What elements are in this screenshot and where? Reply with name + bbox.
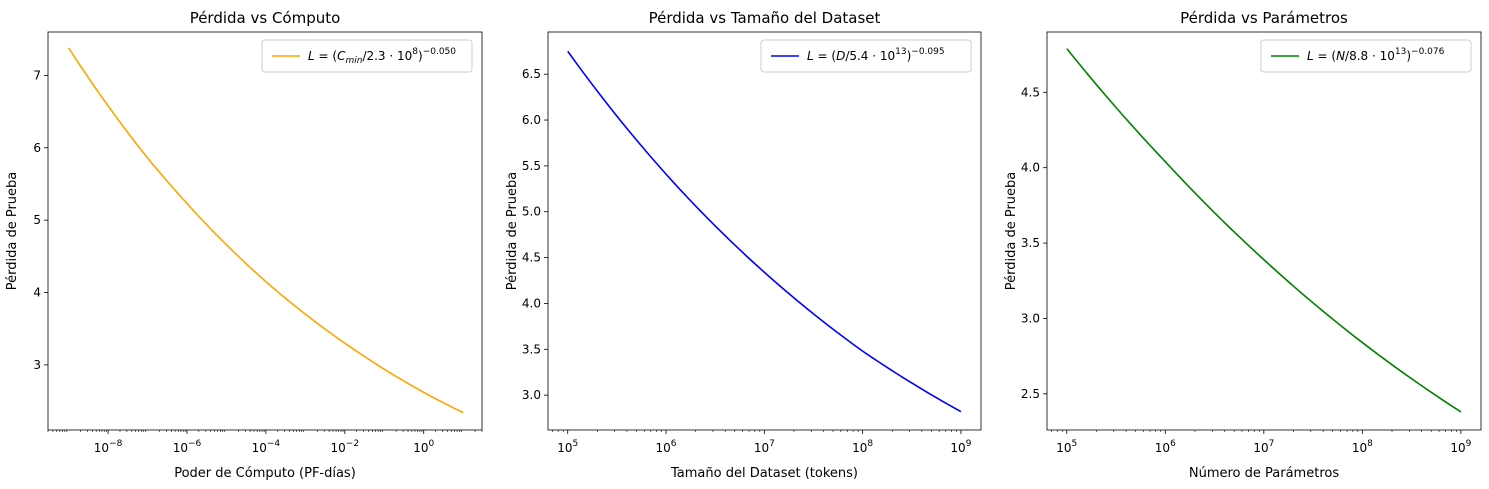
chart-2-ytick-label: 3.0: [522, 388, 541, 402]
chart-2-xtick-label: 106: [656, 439, 677, 455]
chart-3-axes-frame: [1046, 31, 1482, 431]
chart-1-ytick-label: 3: [33, 358, 41, 372]
chart-1-title: Pérdida vs Cómputo: [190, 9, 341, 27]
chart-3-title: Pérdida vs Parámetros: [1180, 9, 1348, 27]
chart-1-legend-label: L = (Cmin/2.3 · 108)−0.050: [308, 47, 456, 66]
chart-1-xtick-label: 10−4: [252, 439, 281, 455]
chart-2-ytick-label: 3.5: [522, 342, 541, 356]
chart-2-xlabel: Tamaño del Dataset (tokens): [670, 466, 858, 481]
chart-1-axes-frame: [47, 31, 483, 431]
chart-2-xtick-label: 109: [950, 439, 971, 455]
chart-1-series-1-line: [67, 47, 464, 414]
chart-2: Pérdida vs Tamaño del Dataset 3.0 3.5 4.0 4.…: [505, 9, 982, 481]
chart-1-ylabel: Pérdida de Prueba: [5, 172, 20, 291]
chart-1-xtick-label: 10−6: [173, 439, 202, 455]
chart-3: Pérdida vs Parámetros 2.5 3.0 3.5 4.0 4.5 105 1…: [1004, 9, 1482, 481]
chart-3-ytick-label: 3.0: [1021, 311, 1040, 325]
chart-2-ytick-label: 4.5: [522, 251, 541, 265]
chart-3-legend-label: L = (N/8.8 · 1013)−0.076: [1307, 47, 1445, 63]
chart-3-ytick-label: 2.5: [1021, 387, 1040, 401]
chart-3-xtick-label: 109: [1450, 439, 1471, 455]
chart-3-xtick-label: 108: [1352, 439, 1373, 455]
chart-1-ytick-label: 4: [33, 286, 41, 300]
chart-3-ytick-label: 4.0: [1021, 161, 1040, 175]
chart-3-series-1-line: [1066, 48, 1462, 413]
chart-1-ytick-label: 6: [33, 141, 41, 155]
chart-2-xtick-label: 107: [754, 439, 775, 455]
chart-1-legend-box: [261, 39, 473, 73]
chart-1-ytick-label: 7: [33, 68, 41, 82]
chart-2-axes-frame: [547, 31, 982, 431]
chart-2-legend: L = (D/5.4 · 1013)−0.095: [760, 39, 972, 73]
chart-3-xlabel: Número de Parámetros: [1189, 466, 1339, 481]
chart-1-xtick-label: 10−8: [94, 439, 123, 455]
chart-3-legend-box: [1260, 39, 1472, 73]
chart-2-title: Pérdida vs Tamaño del Dataset: [649, 9, 881, 27]
chart-2-xtick-label: 108: [852, 439, 873, 455]
chart-2-ytick-label: 6.0: [522, 113, 541, 127]
chart-2-ytick-label: 5.5: [522, 159, 541, 173]
chart-3-ytick-label: 4.5: [1021, 85, 1040, 99]
chart-3-legend: L = (N/8.8 · 1013)−0.076: [1260, 39, 1472, 73]
chart-2-ytick-label: 4.0: [522, 296, 541, 310]
chart-1-legend: L = (Cmin/2.3 · 108)−0.050: [261, 39, 473, 73]
chart-1-xtick-label: 100: [413, 439, 434, 455]
chart-3-xtick-label: 106: [1155, 439, 1176, 455]
chart-1-xlabel: Poder de Cómputo (PF-días): [174, 466, 356, 481]
chart-1-ytick-label: 5: [33, 213, 41, 227]
chart-2-ytick-label: 5.0: [522, 205, 541, 219]
chart-2-series-1-line: [567, 50, 962, 413]
chart-3-xtick-label: 105: [1056, 439, 1077, 455]
chart-2-ytick-label: 6.5: [522, 67, 541, 81]
chart-3-ytick-label: 3.5: [1021, 236, 1040, 250]
chart-2-xtick-label: 105: [557, 439, 578, 455]
chart-2-legend-label: L = (D/5.4 · 1013)−0.095: [807, 47, 945, 63]
chart-3-xtick-label: 107: [1253, 439, 1274, 455]
chart-2-legend-box: [760, 39, 972, 73]
chart-3-ylabel: Pérdida de Prueba: [1004, 172, 1019, 291]
chart-1: Pérdida vs Cómputo 3 4 5 6 7 10−8 10−6 10−4 10−2 1…: [5, 9, 483, 481]
chart-1-xtick-label: 10−2: [331, 439, 360, 455]
chart-2-ylabel: Pérdida de Prueba: [505, 172, 520, 291]
